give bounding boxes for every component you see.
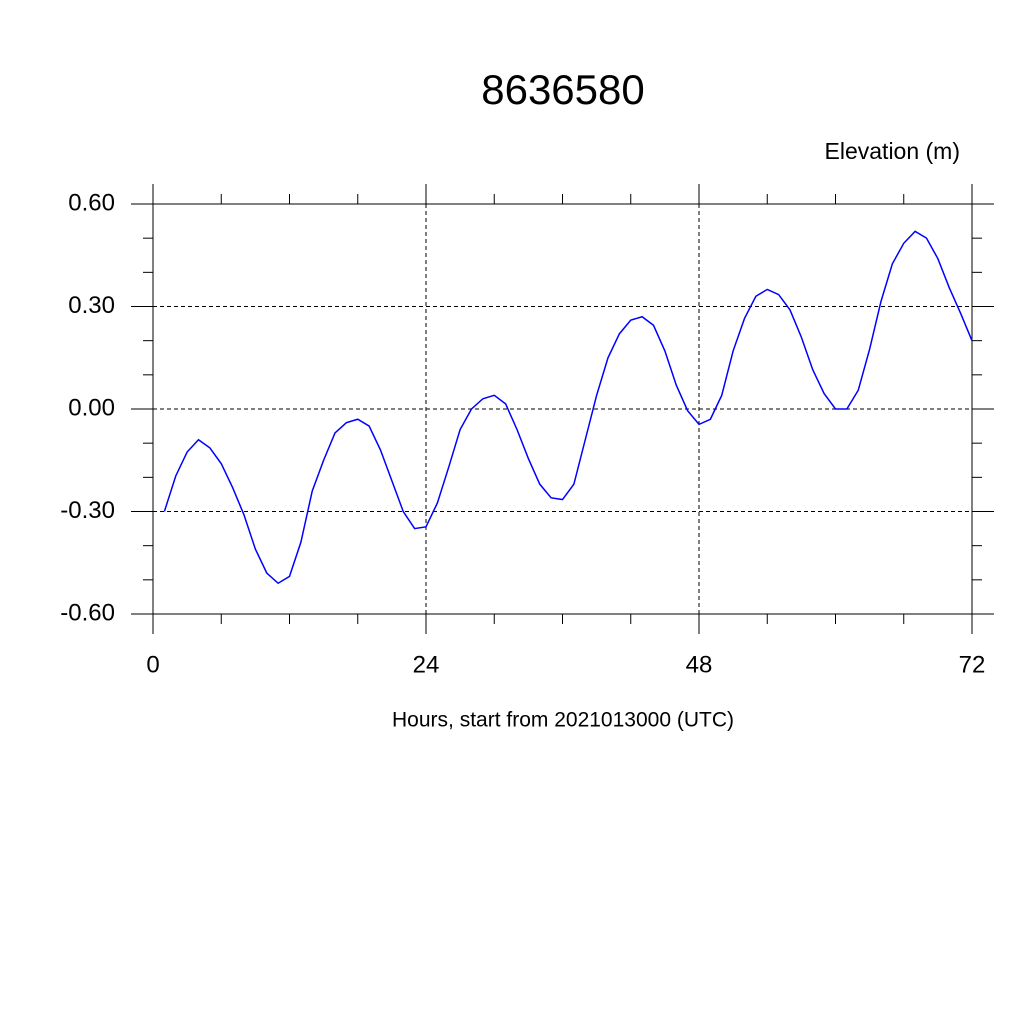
y-tick-label: 0.00	[68, 394, 115, 421]
x-tick-label: 0	[146, 651, 159, 678]
y-axis-label: Elevation (m)	[825, 138, 960, 164]
y-tick-label: 0.30	[68, 292, 115, 319]
x-tick-label: 48	[686, 651, 713, 678]
x-tick-label: 72	[959, 651, 986, 678]
y-tick-label: -0.60	[60, 599, 115, 626]
data-line	[163, 230, 973, 585]
x-axis-label: Hours, start from 2021013000 (UTC)	[392, 709, 734, 732]
y-tick-label: 0.60	[68, 189, 115, 216]
chart-title: 8636580	[481, 66, 645, 113]
y-tick-label: -0.30	[60, 497, 115, 524]
x-tick-label: 24	[413, 651, 440, 678]
